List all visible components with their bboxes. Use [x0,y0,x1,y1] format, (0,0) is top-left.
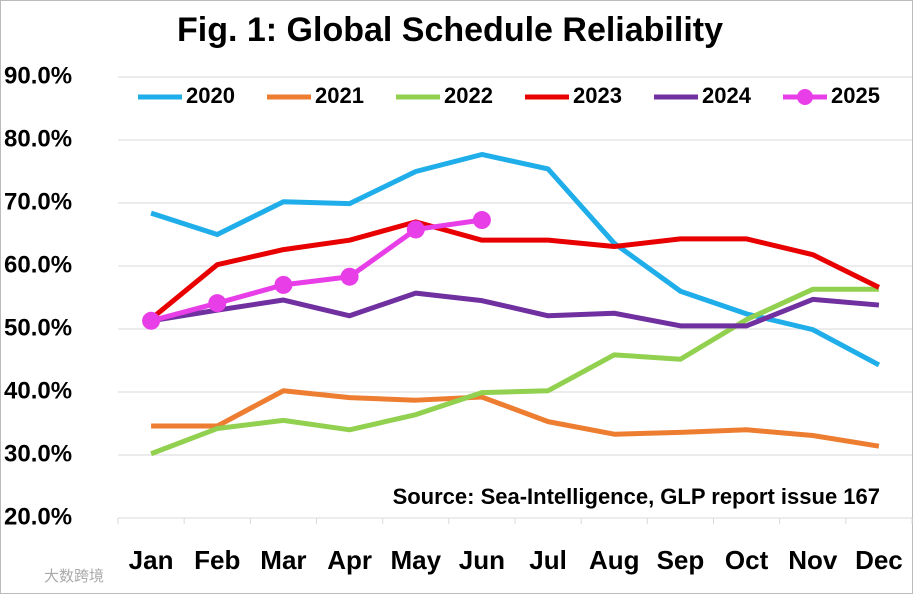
series-line [149,219,881,321]
point [274,275,293,294]
legend-label: 2025 [831,83,880,108]
point [406,220,425,239]
x-tick-label: Nov [788,545,838,575]
series-line [150,286,879,457]
legend-label: 2020 [186,83,235,108]
x-tick-label: Mar [260,545,306,575]
y-tick-label: 30.0% [4,440,72,467]
y-tick-label: 90.0% [4,62,72,89]
point [208,294,227,313]
x-tick-label: Apr [327,545,372,575]
watermark: 大数跨境 [44,567,104,585]
x-tick-label: Jun [459,545,505,575]
y-tick-label: 40.0% [4,377,72,404]
x-tick-label: Dec [855,545,903,575]
annotation: Source: Sea-Intelligence, GLP report iss… [393,484,880,509]
x-tick-label: Oct [725,545,769,575]
point [340,267,359,286]
x-tick-label: Aug [589,545,640,575]
x-tick-label: May [390,545,441,575]
x-tick-label: Sep [657,545,705,575]
legend-label: 2024 [702,83,752,108]
legend-marker [797,89,813,105]
series-line [150,290,880,329]
y-tick-label: 50.0% [4,314,72,341]
chart-title: Fig. 1: Global Schedule Reliability [177,11,723,49]
y-tick-label: 80.0% [4,125,72,152]
x-tick-label: Jul [529,545,567,575]
y-tick-label: 70.0% [4,188,72,215]
y-tick-label: 20.0% [4,503,72,530]
point [472,211,491,230]
series-line [151,388,880,449]
y-tick-label: 60.0% [4,251,72,278]
legend-label: 2023 [573,83,622,108]
legend-label: 2021 [315,83,364,108]
x-tick-label: Jan [129,545,174,575]
series-line [150,217,483,324]
legend-label: 2022 [444,83,493,108]
x-tick-label: Feb [194,545,240,575]
point [142,311,161,330]
